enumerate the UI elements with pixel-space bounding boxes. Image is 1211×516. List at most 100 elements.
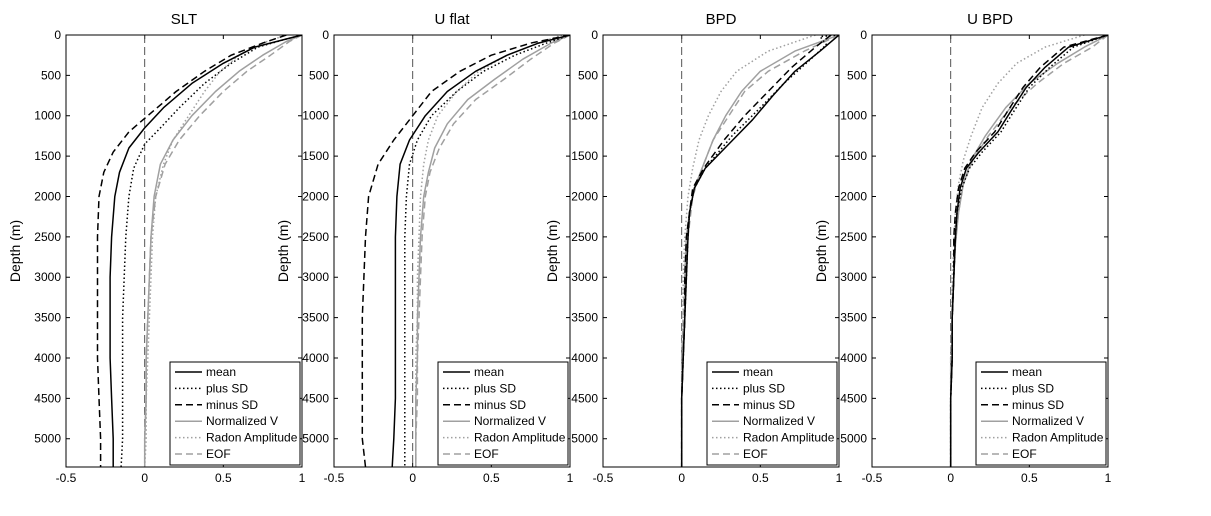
series-line-normalized-v — [415, 35, 570, 467]
y-tick-label: 500 — [578, 68, 598, 82]
y-tick-label: 1000 — [302, 109, 329, 123]
chart-panel-2: U flat Depth (m) 0 500 1000 1500 2000 2500 3000 3… — [275, 11, 574, 485]
y-tick-label: 2500 — [34, 230, 61, 244]
legend-entry: Normalized V — [743, 414, 815, 428]
y-tick-label: 2000 — [571, 189, 598, 203]
y-tick-label: 5000 — [302, 432, 329, 446]
legend-entry: plus SD — [1012, 381, 1054, 395]
legend-entry: mean — [206, 365, 236, 379]
x-tick-label: 0 — [678, 471, 685, 485]
legend-entry: mean — [743, 365, 773, 379]
legend-entry: EOF — [474, 447, 499, 461]
legend-entry: minus SD — [206, 398, 258, 412]
x-tick-label: 0.5 — [1021, 471, 1038, 485]
y-tick-label: 500 — [41, 68, 61, 82]
y-tick-label: 4500 — [840, 391, 867, 405]
x-tick-label: -0.5 — [593, 471, 614, 485]
chart-panel-1: SLT Depth (m) 0 500 1000 1500 2000 2500 3000 3500… — [7, 11, 306, 485]
y-tick-label: 4500 — [571, 391, 598, 405]
y-tick-label: 0 — [591, 28, 598, 42]
legend-entry: minus SD — [743, 398, 795, 412]
y-tick-label: 3000 — [34, 270, 61, 284]
series-line-eof — [415, 35, 570, 467]
chart-title: U BPD — [967, 11, 1013, 28]
y-tick-label: 1000 — [840, 109, 867, 123]
y-tick-label: 2500 — [571, 230, 598, 244]
x-tick-label: 1 — [836, 471, 843, 485]
series-line-normalized-v — [143, 35, 302, 467]
y-tick-label: 500 — [847, 68, 867, 82]
y-axis-label: Depth (m) — [544, 220, 560, 282]
legend-box — [169, 361, 301, 466]
y-tick-label: 3000 — [840, 270, 867, 284]
x-tick-label: 0 — [141, 471, 148, 485]
chart-title: BPD — [706, 11, 737, 28]
y-axis-label: Depth (m) — [7, 220, 23, 282]
y-tick-label: 2000 — [840, 189, 867, 203]
chart-panel-3: BPD Depth (m) 0 500 1000 1500 2000 2500 3000 3500… — [544, 11, 843, 485]
y-tick-label: 2500 — [840, 230, 867, 244]
y-tick-label: 2500 — [302, 230, 329, 244]
y-tick-label: 1500 — [571, 149, 598, 163]
chart-title: SLT — [171, 11, 197, 28]
legend: mean plus SD minus SD Normalized V Radon Amp… — [437, 361, 569, 466]
series-line-minus-sd — [96, 35, 287, 467]
x-tick-label: 0.5 — [752, 471, 769, 485]
legend: mean plus SD minus SD Normalized V Radon Amp… — [169, 361, 301, 466]
y-tick-label: 1500 — [34, 149, 61, 163]
legend: mean plus SD minus SD Normalized V Radon Amp… — [706, 361, 838, 466]
legend-box — [706, 361, 838, 466]
y-tick-label: 3500 — [302, 311, 329, 325]
x-tick-label: -0.5 — [324, 471, 345, 485]
series-line-eof — [680, 35, 839, 467]
series-line-plus-sd — [404, 35, 570, 467]
y-tick-label: 2000 — [34, 189, 61, 203]
y-tick-label: 3500 — [34, 311, 61, 325]
legend-entry: plus SD — [474, 381, 516, 395]
y-tick-label: 0 — [54, 28, 61, 42]
series-line-mean — [391, 35, 570, 467]
y-tick-label: 4500 — [34, 391, 61, 405]
x-tick-label: 0 — [947, 471, 954, 485]
y-tick-label: 3500 — [571, 311, 598, 325]
x-tick-label: -0.5 — [56, 471, 77, 485]
y-tick-label: 4000 — [571, 351, 598, 365]
y-tick-label: 5000 — [571, 432, 598, 446]
legend-entry: Normalized V — [1012, 414, 1084, 428]
x-tick-label: 1 — [299, 471, 306, 485]
legend-entry: plus SD — [206, 381, 248, 395]
y-axis-label: Depth (m) — [275, 220, 291, 282]
y-tick-label: 0 — [322, 28, 329, 42]
y-axis-label: Depth (m) — [813, 220, 829, 282]
plot-area-frame — [333, 34, 571, 468]
x-tick-label: 1 — [1105, 471, 1112, 485]
legend-entry: Radon Amplitude — [743, 431, 835, 445]
legend-entry: Radon Amplitude — [474, 431, 566, 445]
y-tick-label: 1000 — [34, 109, 61, 123]
legend-box — [437, 361, 569, 466]
plot-area-frame — [65, 34, 303, 468]
y-tick-label: 3500 — [840, 311, 867, 325]
legend-entry: EOF — [743, 447, 768, 461]
series-line-radon-amplitude — [143, 35, 287, 467]
y-tick-label: 1500 — [302, 149, 329, 163]
chart-title: U flat — [434, 11, 470, 28]
legend-entry: minus SD — [474, 398, 526, 412]
y-tick-label: 5000 — [34, 432, 61, 446]
x-tick-label: 0.5 — [483, 471, 500, 485]
x-tick-label: 0 — [409, 471, 416, 485]
legend-entry: minus SD — [1012, 398, 1064, 412]
legend-box — [975, 361, 1107, 466]
x-tick-label: 1 — [567, 471, 574, 485]
legend-entry: plus SD — [743, 381, 785, 395]
legend-entry: Radon Amplitude — [206, 431, 298, 445]
legend-entry: mean — [474, 365, 504, 379]
legend-entry: Normalized V — [474, 414, 546, 428]
y-tick-label: 3000 — [571, 270, 598, 284]
series-line-radon-amplitude — [415, 35, 563, 467]
legend: mean plus SD minus SD Normalized V Radon Amp… — [975, 361, 1107, 466]
y-tick-label: 4500 — [302, 391, 329, 405]
legend-entry: EOF — [206, 447, 231, 461]
legend-entry: EOF — [1012, 447, 1037, 461]
y-tick-label: 1000 — [571, 109, 598, 123]
